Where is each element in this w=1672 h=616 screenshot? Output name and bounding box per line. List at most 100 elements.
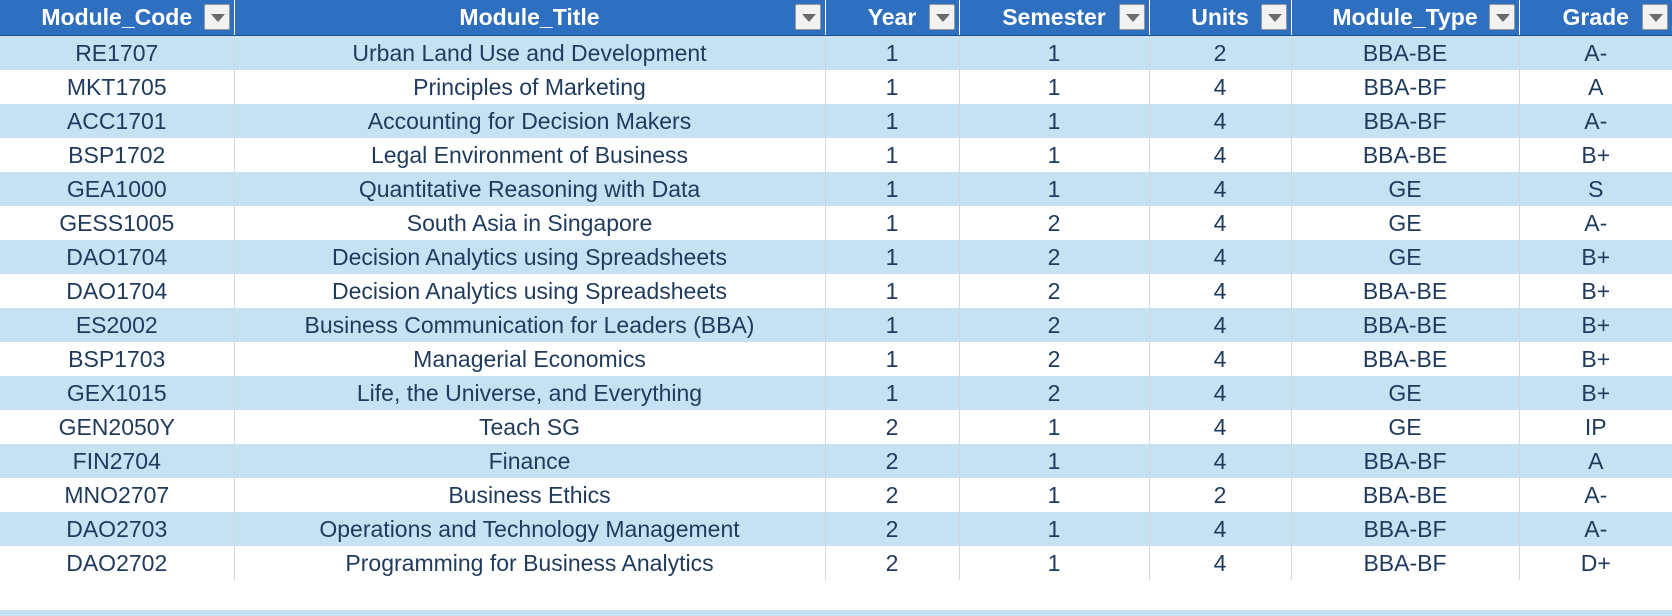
cell-code[interactable]: FIN2704 bbox=[0, 444, 234, 478]
cell-title[interactable]: Quantitative Reasoning with Data bbox=[233, 172, 825, 206]
cell-year[interactable]: 1 bbox=[824, 206, 959, 240]
cell-units[interactable]: 4 bbox=[1148, 274, 1291, 308]
cell-units[interactable]: 4 bbox=[1148, 70, 1291, 104]
cell-units[interactable]: 4 bbox=[1148, 138, 1291, 172]
cell-semester[interactable]: 2 bbox=[958, 274, 1149, 308]
cell-title[interactable]: Decision Analytics using Spreadsheets bbox=[233, 274, 825, 308]
cell-type[interactable]: BBA-BF bbox=[1290, 546, 1519, 580]
cell-code[interactable]: ACC1701 bbox=[0, 104, 234, 138]
cell-year[interactable]: 2 bbox=[824, 512, 959, 546]
cell-title[interactable]: Business Communication for Leaders (BBA) bbox=[233, 308, 825, 342]
cell-type[interactable]: BBA-BE bbox=[1290, 35, 1519, 70]
cell-semester[interactable]: 1 bbox=[958, 104, 1149, 138]
cell-year[interactable]: 1 bbox=[824, 104, 959, 138]
cell-units[interactable]: 4 bbox=[1148, 512, 1291, 546]
filter-button-module-type[interactable] bbox=[1488, 4, 1515, 30]
cell-units[interactable]: 4 bbox=[1148, 104, 1291, 138]
cell-code[interactable]: DAO1704 bbox=[0, 274, 234, 308]
cell-year[interactable]: 2 bbox=[824, 478, 959, 512]
filter-button-module-title[interactable] bbox=[794, 4, 821, 30]
cell-units[interactable]: 4 bbox=[1148, 342, 1291, 376]
cell-code[interactable]: DAO2703 bbox=[0, 512, 234, 546]
cell-grade[interactable]: B+ bbox=[1518, 138, 1672, 172]
cell-type[interactable]: GE bbox=[1290, 410, 1519, 444]
cell-units[interactable]: 4 bbox=[1148, 444, 1291, 478]
cell-title[interactable]: Decision Analytics using Spreadsheets bbox=[233, 240, 825, 274]
cell-title[interactable]: South Asia in Singapore bbox=[233, 206, 825, 240]
cell-grade[interactable]: A- bbox=[1518, 104, 1672, 138]
cell-grade[interactable]: A- bbox=[1518, 35, 1672, 70]
cell-grade[interactable]: A- bbox=[1518, 478, 1672, 512]
cell-year[interactable]: 1 bbox=[824, 342, 959, 376]
cell-grade[interactable]: A bbox=[1518, 70, 1672, 104]
cell-grade[interactable]: B+ bbox=[1518, 240, 1672, 274]
cell-year[interactable]: 1 bbox=[824, 138, 959, 172]
cell-semester[interactable]: 1 bbox=[958, 478, 1149, 512]
cell-code[interactable]: DAO2702 bbox=[0, 546, 234, 580]
cell-title[interactable]: Finance bbox=[233, 444, 825, 478]
cell-type[interactable]: BBA-BF bbox=[1290, 70, 1519, 104]
cell-grade[interactable]: IP bbox=[1518, 410, 1672, 444]
cell-year[interactable]: 1 bbox=[824, 35, 959, 70]
cell-units[interactable]: 4 bbox=[1148, 410, 1291, 444]
cell-semester[interactable]: 2 bbox=[958, 240, 1149, 274]
cell-year[interactable]: 1 bbox=[824, 172, 959, 206]
cell-code[interactable]: BSP1703 bbox=[0, 342, 234, 376]
cell-code[interactable]: DAO1704 bbox=[0, 240, 234, 274]
cell-semester[interactable]: 1 bbox=[958, 172, 1149, 206]
cell-code[interactable]: GEA1000 bbox=[0, 172, 234, 206]
cell-type[interactable]: BBA-BE bbox=[1290, 342, 1519, 376]
cell-code[interactable]: RE1707 bbox=[0, 35, 234, 70]
cell-year[interactable]: 1 bbox=[824, 376, 959, 410]
cell-grade[interactable]: A- bbox=[1518, 512, 1672, 546]
cell-grade[interactable]: B+ bbox=[1518, 308, 1672, 342]
cell-title[interactable]: Principles of Marketing bbox=[233, 70, 825, 104]
cell-units[interactable]: 4 bbox=[1148, 308, 1291, 342]
cell-code[interactable]: ES2002 bbox=[0, 308, 234, 342]
cell-type[interactable]: BBA-BF bbox=[1290, 104, 1519, 138]
cell-semester[interactable]: 2 bbox=[958, 206, 1149, 240]
cell-title[interactable]: Managerial Economics bbox=[233, 342, 825, 376]
cell-semester[interactable]: 1 bbox=[958, 138, 1149, 172]
cell-type[interactable]: GE bbox=[1290, 376, 1519, 410]
cell-year[interactable]: 2 bbox=[824, 410, 959, 444]
cell-semester[interactable]: 1 bbox=[958, 70, 1149, 104]
cell-year[interactable]: 2 bbox=[824, 546, 959, 580]
cell-code[interactable]: MKT1705 bbox=[0, 70, 234, 104]
cell-code[interactable]: GEN2050Y bbox=[0, 410, 234, 444]
cell-code[interactable]: BSP1702 bbox=[0, 138, 234, 172]
cell-semester[interactable]: 1 bbox=[958, 512, 1149, 546]
cell-type[interactable]: GE bbox=[1290, 206, 1519, 240]
cell-grade[interactable]: D+ bbox=[1518, 546, 1672, 580]
cell-semester[interactable]: 1 bbox=[958, 546, 1149, 580]
cell-grade[interactable]: S bbox=[1518, 172, 1672, 206]
cell-semester[interactable]: 1 bbox=[958, 444, 1149, 478]
cell-type[interactable]: BBA-BE bbox=[1290, 478, 1519, 512]
cell-year[interactable]: 1 bbox=[824, 274, 959, 308]
cell-code[interactable]: GESS1005 bbox=[0, 206, 234, 240]
cell-type[interactable]: BBA-BE bbox=[1290, 138, 1519, 172]
cell-units[interactable]: 2 bbox=[1148, 478, 1291, 512]
cell-type[interactable]: BBA-BE bbox=[1290, 308, 1519, 342]
cell-type[interactable]: BBA-BE bbox=[1290, 274, 1519, 308]
cell-title[interactable]: Business Ethics bbox=[233, 478, 825, 512]
cell-title[interactable]: Teach SG bbox=[233, 410, 825, 444]
cell-title[interactable]: Urban Land Use and Development bbox=[233, 35, 825, 70]
cell-units[interactable]: 4 bbox=[1148, 172, 1291, 206]
cell-grade[interactable]: A bbox=[1518, 444, 1672, 478]
cell-semester[interactable]: 2 bbox=[958, 342, 1149, 376]
cell-type[interactable]: GE bbox=[1290, 240, 1519, 274]
cell-semester[interactable]: 2 bbox=[958, 308, 1149, 342]
cell-grade[interactable]: B+ bbox=[1518, 274, 1672, 308]
cell-semester[interactable]: 1 bbox=[958, 410, 1149, 444]
cell-grade[interactable]: A- bbox=[1518, 206, 1672, 240]
cell-year[interactable]: 1 bbox=[824, 308, 959, 342]
cell-type[interactable]: GE bbox=[1290, 172, 1519, 206]
cell-type[interactable]: BBA-BF bbox=[1290, 512, 1519, 546]
cell-units[interactable]: 4 bbox=[1148, 206, 1291, 240]
cell-type[interactable]: BBA-BF bbox=[1290, 444, 1519, 478]
filter-button-year[interactable] bbox=[928, 4, 955, 30]
cell-grade[interactable]: B+ bbox=[1518, 342, 1672, 376]
filter-button-module-code[interactable] bbox=[203, 4, 230, 30]
cell-semester[interactable]: 1 bbox=[958, 35, 1149, 70]
